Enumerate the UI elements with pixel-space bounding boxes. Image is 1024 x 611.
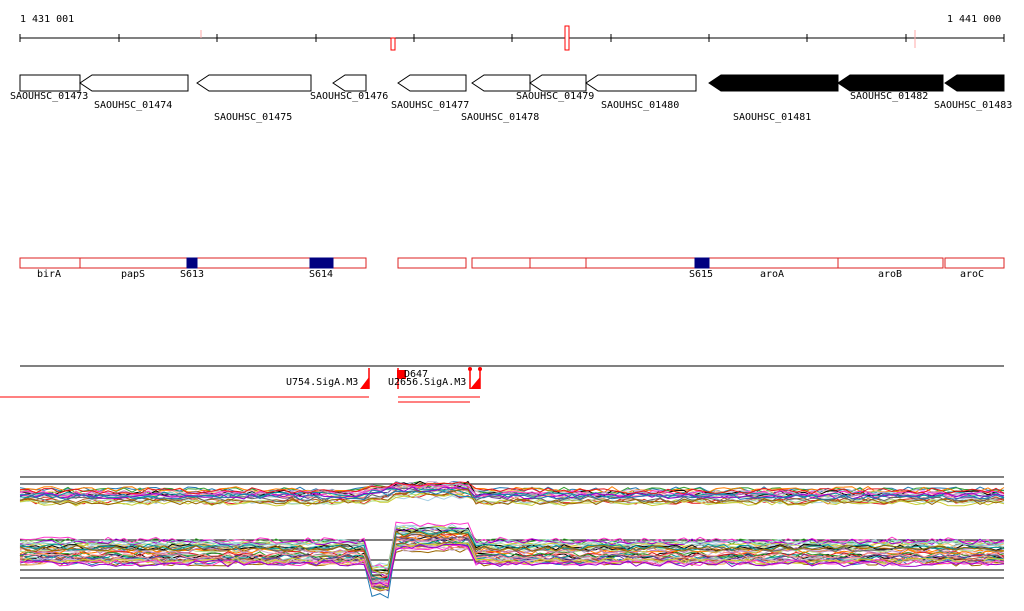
ruler-marker-1 [390, 37, 396, 51]
site-label-S613[interactable]: S613 [180, 269, 205, 280]
regulatory-dot-2 [478, 367, 482, 371]
regulatory-dot-1 [468, 367, 472, 371]
site-block-S614[interactable] [309, 257, 334, 269]
regulatory-label-U2656[interactable]: U2656.SigA.M3 [388, 377, 467, 388]
gene-arrow-SAOUHSC_01481[interactable] [708, 74, 839, 92]
feature-label-papS[interactable]: papS [121, 269, 146, 280]
feature-box-0[interactable] [19, 257, 81, 269]
gene-arrow-SAOUHSC_01482[interactable] [837, 74, 944, 92]
gene-arrow-SAOUHSC_01480[interactable] [585, 74, 697, 92]
expression-profile-58 [19, 543, 1005, 588]
expression-profile-54 [19, 535, 1005, 585]
site-label-S615[interactable]: S615 [689, 269, 714, 280]
regulatory-marker-U754[interactable] [360, 377, 369, 389]
gene-label-01476[interactable]: SAOUHSC_01476 [310, 91, 389, 102]
feature-box-7[interactable] [944, 257, 1005, 269]
gene-label-01482[interactable]: SAOUHSC_01482 [850, 91, 929, 102]
gene-label-01478[interactable]: SAOUHSC_01478 [461, 112, 540, 123]
site-label-S614[interactable]: S614 [309, 269, 334, 280]
ruler-marker-2 [564, 25, 570, 51]
feature-box-5[interactable] [585, 257, 839, 269]
feature-box-3[interactable] [471, 257, 531, 269]
expression-profile-16 [19, 482, 1005, 498]
site-block-S615[interactable] [694, 257, 710, 269]
gene-label-01479[interactable]: SAOUHSC_01479 [516, 91, 595, 102]
expression-profile-51 [19, 542, 1005, 591]
gene-label-01480[interactable]: SAOUHSC_01480 [601, 100, 680, 111]
gene-label-01481[interactable]: SAOUHSC_01481 [733, 112, 812, 123]
gene-arrow-SAOUHSC_01474[interactable] [79, 74, 189, 92]
regulatory-label-D647[interactable]: D647 [404, 369, 429, 380]
feature-box-1[interactable] [79, 257, 367, 269]
expression-profile-53 [19, 524, 1005, 569]
feature-box-6[interactable] [837, 257, 944, 269]
expression-profile-59 [19, 530, 1005, 575]
gene-label-01475[interactable]: SAOUHSC_01475 [214, 112, 293, 123]
gene-arrow-SAOUHSC_01477[interactable] [397, 74, 467, 92]
regulatory-marker-U2656[interactable] [470, 377, 480, 389]
gene-label-01483[interactable]: SAOUHSC_01483 [934, 100, 1013, 111]
gene-arrow-SAOUHSC_01473[interactable] [19, 74, 81, 92]
gene-arrow-SAOUHSC_01475[interactable] [196, 74, 312, 92]
gene-label-01477[interactable]: SAOUHSC_01477 [391, 100, 470, 111]
expression-profile-20 [19, 481, 1005, 495]
feature-label-aroC[interactable]: aroC [960, 269, 985, 280]
coord-start-label: 1 431 001 [20, 14, 75, 25]
gene-arrow-SAOUHSC_01476[interactable] [332, 74, 367, 92]
feature-box-4[interactable] [529, 257, 587, 269]
gene-label-01473[interactable]: SAOUHSC_01473 [10, 91, 89, 102]
feature-label-aroA[interactable]: aroA [760, 269, 785, 280]
gene-label-01474[interactable]: SAOUHSC_01474 [94, 100, 173, 111]
regulatory-marker-D647[interactable] [397, 370, 406, 379]
expression-profile-3 [19, 484, 1005, 494]
expression-profile-48 [19, 537, 1005, 579]
expression-profile-21 [19, 489, 1005, 501]
expression-profile-15 [19, 487, 1005, 503]
expression-profile-19 [19, 489, 1005, 506]
gene-arrow-SAOUHSC_01478[interactable] [471, 74, 531, 92]
expression-profile-30 [19, 532, 1005, 588]
coord-end-label: 1 441 000 [947, 14, 1002, 25]
feature-label-aroB[interactable]: aroB [878, 269, 903, 280]
feature-label-birA[interactable]: birA [37, 269, 62, 280]
feature-box-2[interactable] [397, 257, 467, 269]
expression-profile-42 [19, 538, 1005, 590]
gene-arrow-SAOUHSC_01483[interactable] [944, 74, 1005, 92]
gene-arrow-SAOUHSC_01479[interactable] [529, 74, 587, 92]
regulatory-label-U754[interactable]: U754.SigA.M3 [286, 377, 359, 388]
site-block-S613[interactable] [186, 257, 198, 269]
